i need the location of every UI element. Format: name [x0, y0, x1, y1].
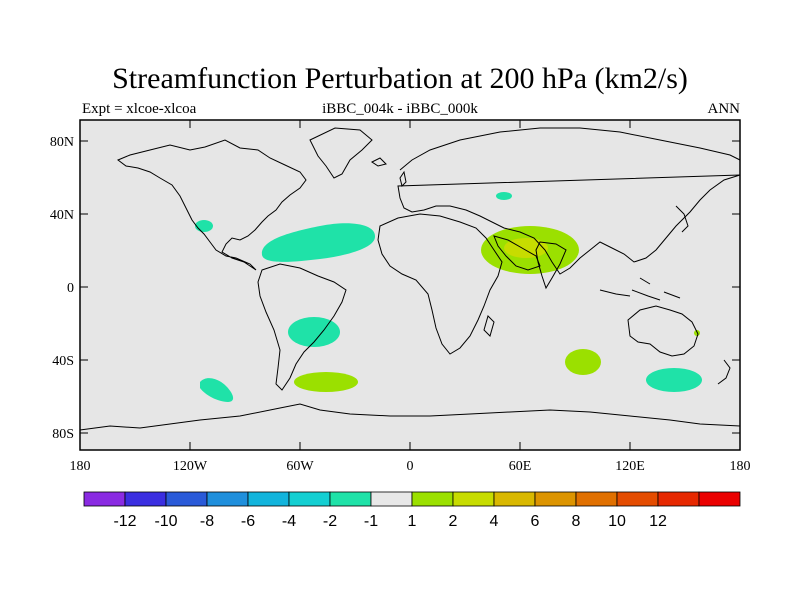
colorbar-swatch [124, 491, 167, 507]
coast-greenland [309, 127, 373, 179]
colorbar-label: 8 [572, 513, 581, 530]
lon-tick-label: 180 [70, 459, 91, 474]
coast-british-isles [371, 157, 407, 187]
colorbar-swatch [616, 491, 659, 507]
map-background [80, 120, 740, 450]
colorbar-swatch [288, 491, 331, 507]
lat-tick-label: 0 [67, 281, 74, 296]
colorbar-swatch [329, 491, 372, 507]
lat-tick-label: 80S [52, 427, 74, 442]
contour-patches [195, 192, 702, 402]
patch-south-australia-negative [646, 368, 702, 392]
colorbar-swatch [411, 491, 454, 507]
coast-japan [675, 205, 689, 233]
coastlines [79, 127, 741, 431]
coast-africa [377, 213, 503, 355]
lon-tick-label: 60W [286, 459, 314, 474]
lat-tick-label: 80N [50, 135, 74, 150]
coast-eurasia [397, 127, 741, 275]
colorbar-label: -12 [113, 513, 136, 530]
colorbar-swatch [534, 491, 577, 507]
experiment-label: Expt = xlcoe-xlcoa [82, 101, 197, 117]
colorbar-label: 1 [408, 513, 417, 530]
patch-caspian-negative [496, 192, 512, 200]
patch-southeast-pacific-negative [200, 378, 234, 402]
plot-title: Streamfunction Perturbation at 200 hPa (… [112, 62, 688, 95]
coast-australia [627, 305, 699, 357]
colorbar-swatch [698, 491, 741, 507]
coast-new-zealand [717, 359, 731, 385]
lon-tick-label: 0 [407, 459, 414, 474]
season-label: ANN [707, 101, 741, 117]
coast-north-america [117, 139, 307, 271]
colorbar-swatch [165, 491, 208, 507]
colorbar-label: -2 [323, 513, 337, 530]
coast-madagascar [483, 315, 495, 337]
colorbar-label: -8 [200, 513, 214, 530]
lon-tick-label: 180 [730, 459, 751, 474]
patch-baja-negative [195, 220, 213, 232]
coast-south-america [257, 263, 347, 391]
colorbar-swatch [83, 491, 126, 507]
colorbar [83, 491, 741, 507]
coast-antarctica [79, 403, 741, 431]
colorbar-label: -1 [364, 513, 378, 530]
coast-india [535, 241, 567, 290]
axis-tick-labels: 80N 40N 0 40S 80S 180 120W 60W 0 60E 120E 180 [50, 135, 751, 474]
colorbar-swatch [452, 491, 495, 507]
colorbar-label: 4 [490, 513, 499, 530]
colorbar-swatch [657, 491, 700, 507]
lon-tick-label: 120E [615, 459, 645, 474]
patch-indian-ocean-positive [565, 349, 601, 375]
patch-south-atlantic-positive [294, 372, 358, 392]
lon-tick-label: 120W [173, 459, 208, 474]
colorbar-swatch [247, 491, 290, 507]
colorbar-swatch [493, 491, 536, 507]
colorbar-label: 6 [531, 513, 540, 530]
coast-arabia [493, 235, 541, 271]
colorbar-label: -10 [154, 513, 177, 530]
lon-tick-label: 60E [509, 459, 532, 474]
colorbar-swatch [575, 491, 618, 507]
colorbar-swatch [370, 491, 413, 507]
colorbar-label: 2 [449, 513, 458, 530]
colorbar-swatch [206, 491, 249, 507]
lat-tick-label: 40S [52, 354, 74, 369]
axis-ticks [79, 120, 741, 450]
colorbar-label: -6 [241, 513, 255, 530]
patch-north-atlantic-negative [261, 223, 376, 262]
colorbar-label: 12 [649, 513, 667, 530]
experiment-difference-label: iBBC_004k - iBBC_000k [322, 101, 478, 117]
coast-indonesia [599, 277, 681, 301]
patch-south-america-negative [288, 317, 340, 347]
lat-tick-label: 40N [50, 208, 74, 223]
colorbar-label: 10 [608, 513, 626, 530]
colorbar-labels: -12 -10 -8 -6 -4 -2 -1 1 2 4 6 8 10 12 [113, 513, 667, 530]
colorbar-label: -4 [282, 513, 296, 530]
